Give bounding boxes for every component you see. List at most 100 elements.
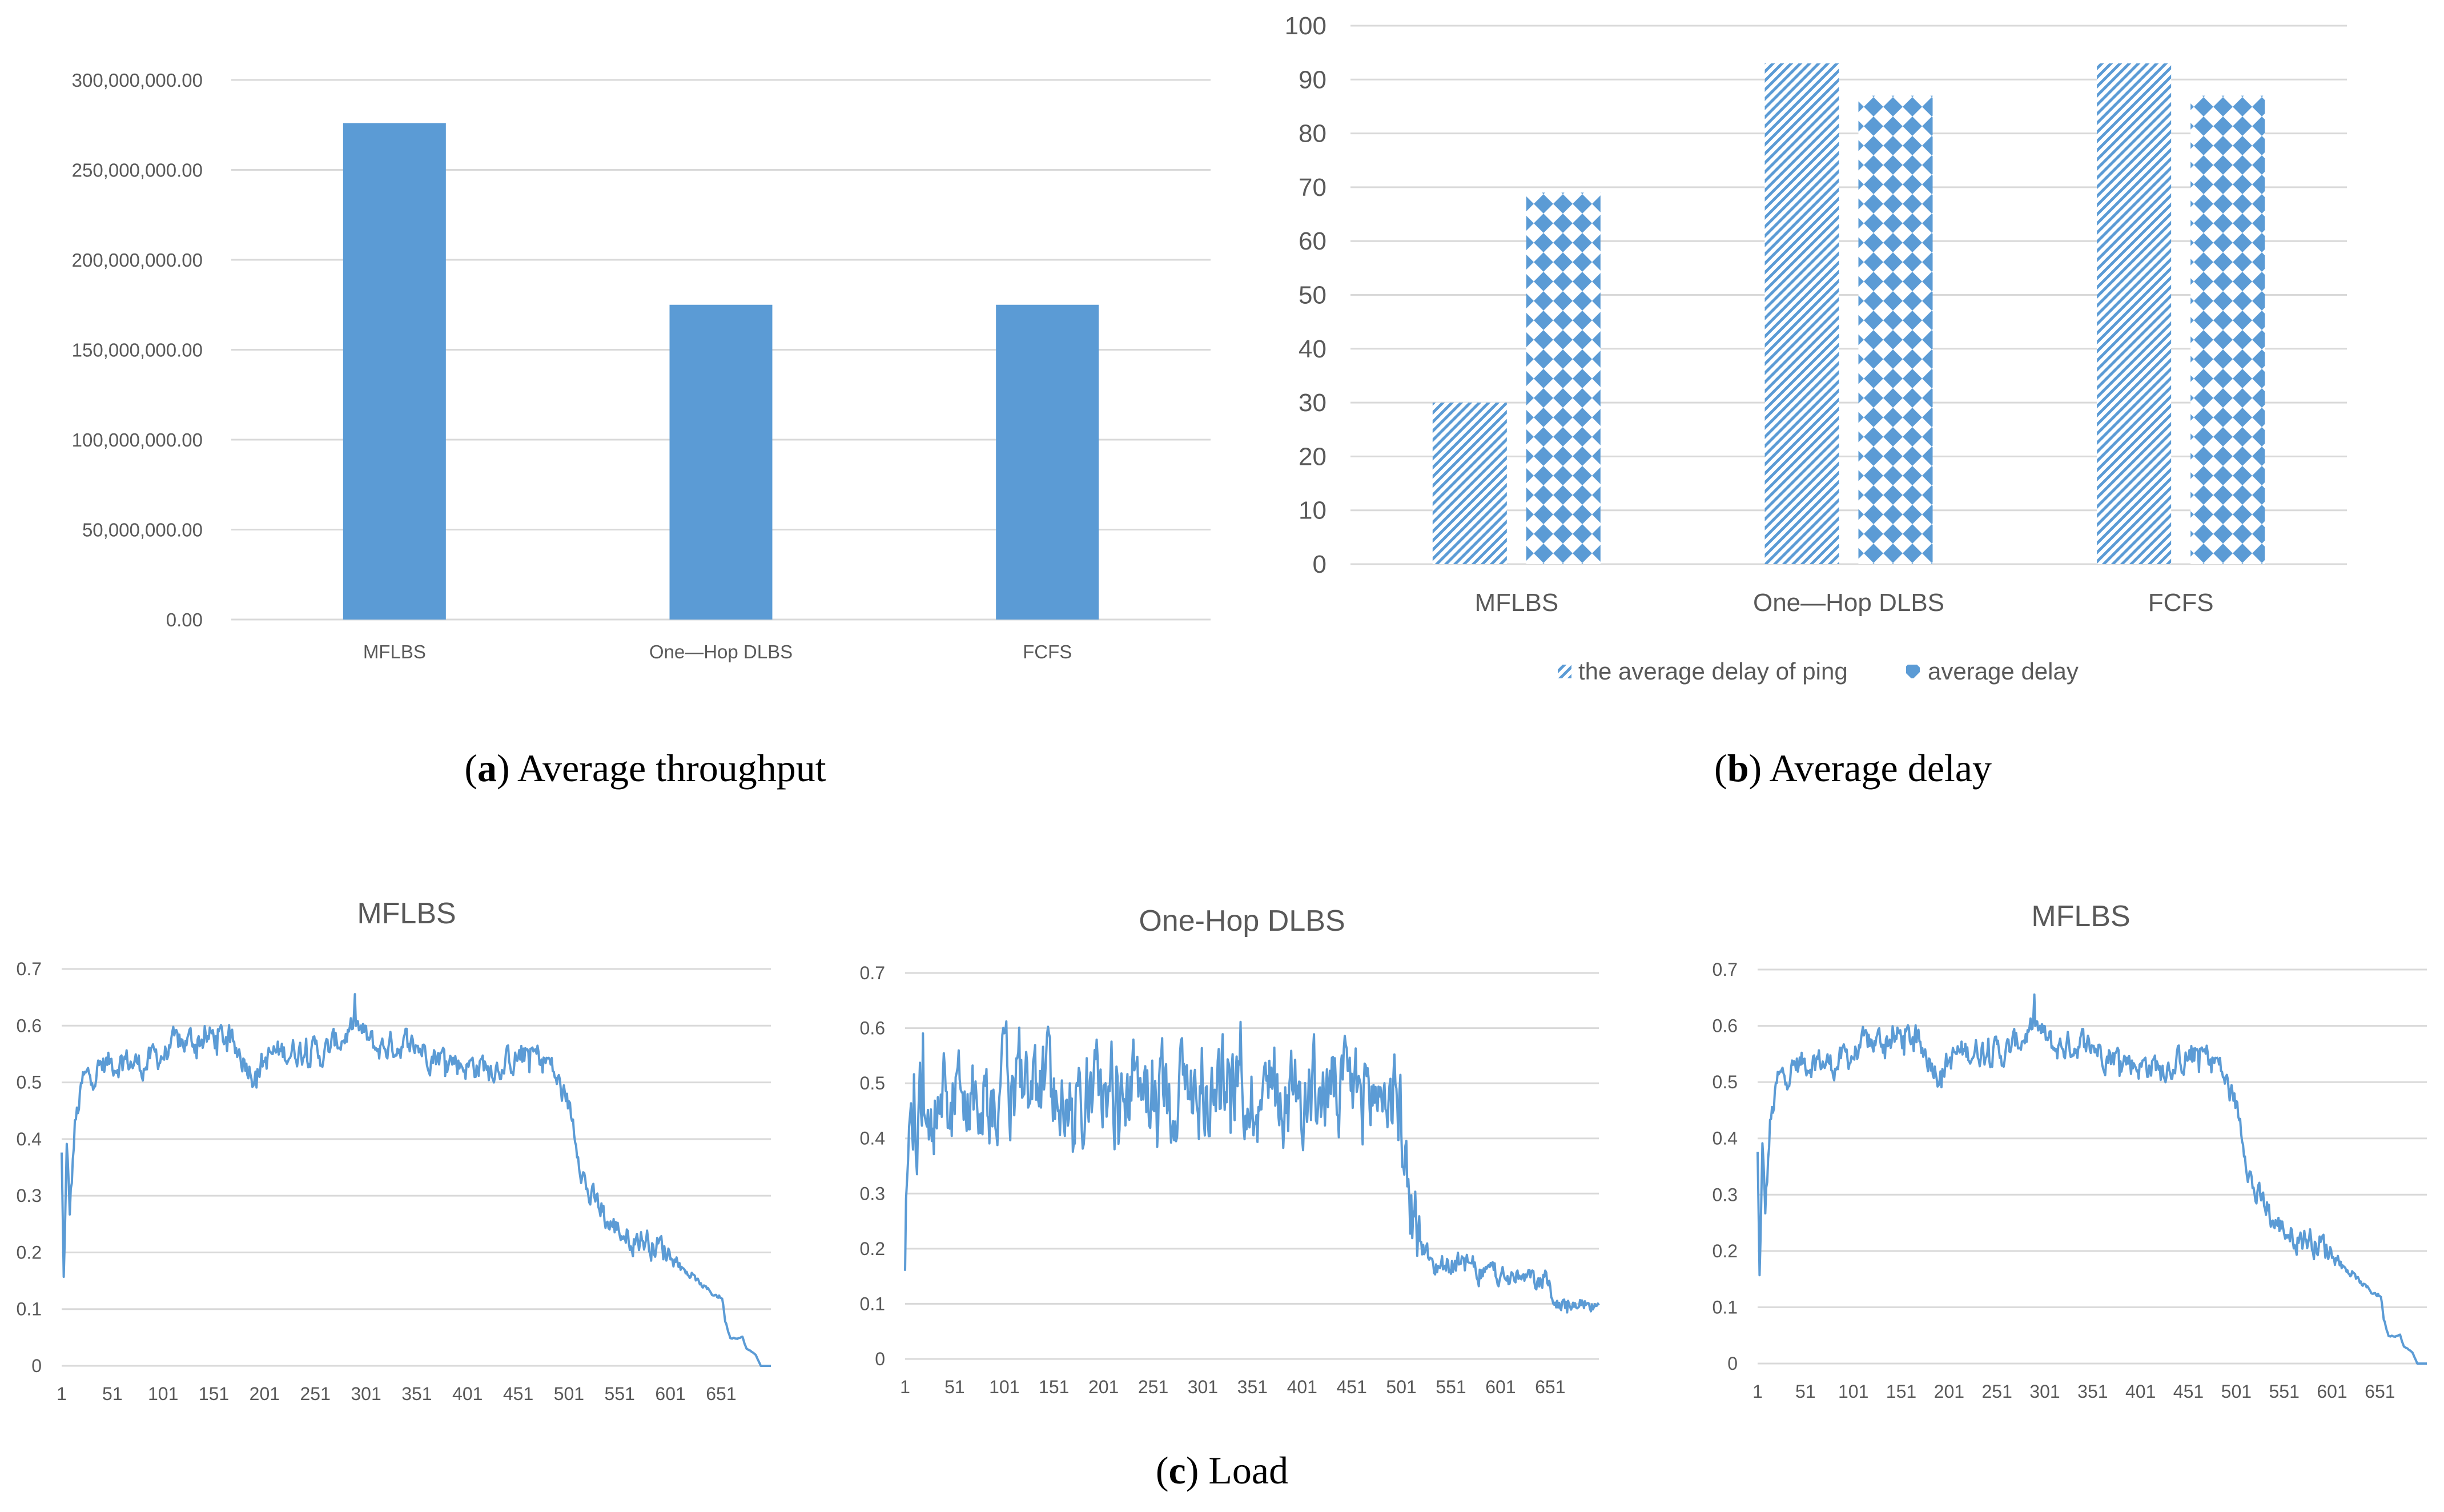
x-tick-label: 1 <box>1752 1381 1763 1402</box>
y-tick-label: 0.6 <box>860 1018 885 1039</box>
y-tick-label: 0.7 <box>860 963 885 983</box>
bar-one-hop-dlbs <box>669 304 773 620</box>
caption-a-letter: a <box>477 746 497 790</box>
y-tick-label: 0.6 <box>1713 1016 1738 1036</box>
y-tick-label: 0.00 <box>166 609 203 630</box>
y-tick-label: 10 <box>1299 497 1326 525</box>
x-tick-label: MFLBS <box>363 641 426 662</box>
y-tick-label: 60 <box>1299 227 1326 255</box>
delay-chart: 0 10 20 30 40 50 60 70 80 90 100 MFLBS One—Hop DLBS… <box>1285 12 2347 685</box>
y-tick-label: 100 <box>1285 12 1326 40</box>
x-tick-label: 101 <box>989 1377 1019 1397</box>
x-tick-label: 201 <box>250 1384 280 1404</box>
avg-delay-bar-one-hop-dlbs <box>1858 95 1933 565</box>
y-tick-label: 20 <box>1299 443 1326 471</box>
y-tick-label: 200,000,000.00 <box>72 250 203 271</box>
x-tick-label: FCFS <box>2148 589 2214 617</box>
x-tick-label: 351 <box>2077 1381 2108 1402</box>
legend-label-delay: average delay <box>1928 658 2079 685</box>
x-tick-label: 351 <box>401 1384 432 1404</box>
x-tick-label: 51 <box>944 1377 965 1397</box>
delay-bars <box>1432 63 2265 565</box>
x-tick-label: 251 <box>1981 1381 2012 1402</box>
x-tick-label: 451 <box>503 1384 533 1404</box>
delay-gridlines <box>1350 25 2347 565</box>
x-tick-label: 401 <box>2125 1381 2156 1402</box>
y-tick-label: 0.2 <box>1713 1241 1738 1261</box>
caption-b: (b) Average delay <box>1714 746 1992 790</box>
y-tick-label: 30 <box>1299 389 1326 417</box>
y-tick-label: 0 <box>1727 1353 1738 1374</box>
load-title-1: MFLBS <box>357 897 456 930</box>
delay-x-ticks: MFLBS One—Hop DLBS FCFS <box>1474 589 2213 617</box>
legend-swatch-ping <box>1558 665 1571 678</box>
load-series-line <box>61 993 771 1367</box>
x-tick-label: 301 <box>2029 1381 2060 1402</box>
y-tick-label: 0.5 <box>17 1072 42 1093</box>
x-tick-label: 551 <box>605 1384 635 1404</box>
x-tick-label: MFLBS <box>1474 589 1558 617</box>
caption-c: (c) Load <box>1156 1449 1288 1492</box>
y-tick-label: 50,000,000.00 <box>82 520 203 541</box>
y-tick-label: 90 <box>1299 66 1326 94</box>
delay-y-ticks: 0 10 20 30 40 50 60 70 80 90 100 <box>1285 12 1326 578</box>
y-tick-label: 0.4 <box>860 1128 885 1149</box>
x-tick-label: 501 <box>554 1384 584 1404</box>
x-tick-label: 1 <box>57 1384 67 1404</box>
y-tick-label: 0.7 <box>1713 959 1738 980</box>
load-title-2: One-Hop DLBS <box>1139 904 1345 938</box>
x-tick-label: 151 <box>199 1384 229 1404</box>
y-tick-label: 0.2 <box>17 1242 42 1262</box>
ping-delay-bar-one-hop-dlbs <box>1764 63 1839 564</box>
x-tick-label: 51 <box>102 1384 123 1404</box>
y-tick-label: 150,000,000.00 <box>72 340 203 361</box>
caption-b-text: Average delay <box>1769 746 1992 790</box>
x-tick-label: 101 <box>1838 1381 1868 1402</box>
x-tick-label: 251 <box>300 1384 331 1404</box>
x-tick-label: 151 <box>1039 1377 1069 1397</box>
bar-fcfs <box>996 304 1099 620</box>
y-tick-label: 0.3 <box>860 1183 885 1204</box>
y-tick-label: 0.4 <box>1713 1128 1738 1149</box>
x-tick-label: One—Hop DLBS <box>1753 589 1944 617</box>
y-tick-label: 80 <box>1299 120 1326 148</box>
x-tick-label: 201 <box>1088 1377 1119 1397</box>
x-tick-label: 601 <box>655 1384 685 1404</box>
y-tick-label: 0 <box>1313 550 1326 578</box>
y-tick-label: 0.1 <box>860 1293 885 1314</box>
y-tick-label: 0.5 <box>860 1073 885 1093</box>
throughput-bars <box>343 123 1099 620</box>
x-tick-label: 501 <box>1386 1377 1416 1397</box>
x-tick-label: 201 <box>1934 1381 1964 1402</box>
x-tick-label: One—Hop DLBS <box>649 641 793 662</box>
x-tick-label: 301 <box>351 1384 381 1404</box>
x-tick-label: 51 <box>1795 1381 1816 1402</box>
x-tick-label: 351 <box>1237 1377 1268 1397</box>
x-tick-label: 401 <box>452 1384 483 1404</box>
caption-c-text: Load <box>1208 1449 1288 1492</box>
x-tick-label: 301 <box>1188 1377 1218 1397</box>
caption-b-letter: b <box>1727 746 1749 790</box>
y-tick-label: 0.1 <box>1713 1297 1738 1317</box>
y-tick-label: 0 <box>875 1349 885 1369</box>
x-tick-label: 101 <box>148 1384 178 1404</box>
load-series-line <box>904 1020 1600 1314</box>
y-tick-label: 0.3 <box>17 1185 42 1206</box>
load-title-3: MFLBS <box>2031 900 2130 933</box>
y-tick-label: 0.6 <box>17 1015 42 1036</box>
y-tick-label: 300,000,000.00 <box>72 70 203 91</box>
y-tick-label: 0.3 <box>1713 1184 1738 1205</box>
x-tick-label: 601 <box>2317 1381 2347 1402</box>
load-chart-2: 00.10.20.30.40.50.60.71 51 101 151 201 251 301… <box>860 963 1600 1397</box>
ping-delay-bar-mflbs <box>1432 403 1507 564</box>
x-tick-label: 501 <box>2221 1381 2252 1402</box>
y-tick-label: 50 <box>1299 282 1326 309</box>
x-tick-label: 551 <box>2269 1381 2299 1402</box>
x-tick-label: 1 <box>900 1377 910 1397</box>
x-tick-label: 651 <box>1535 1377 1565 1397</box>
y-tick-label: 0.1 <box>17 1299 42 1320</box>
y-tick-label: 70 <box>1299 174 1326 202</box>
throughput-x-ticks: MFLBS One—Hop DLBS FCFS <box>363 641 1072 662</box>
x-tick-label: 551 <box>1436 1377 1466 1397</box>
x-tick-label: 401 <box>1287 1377 1317 1397</box>
